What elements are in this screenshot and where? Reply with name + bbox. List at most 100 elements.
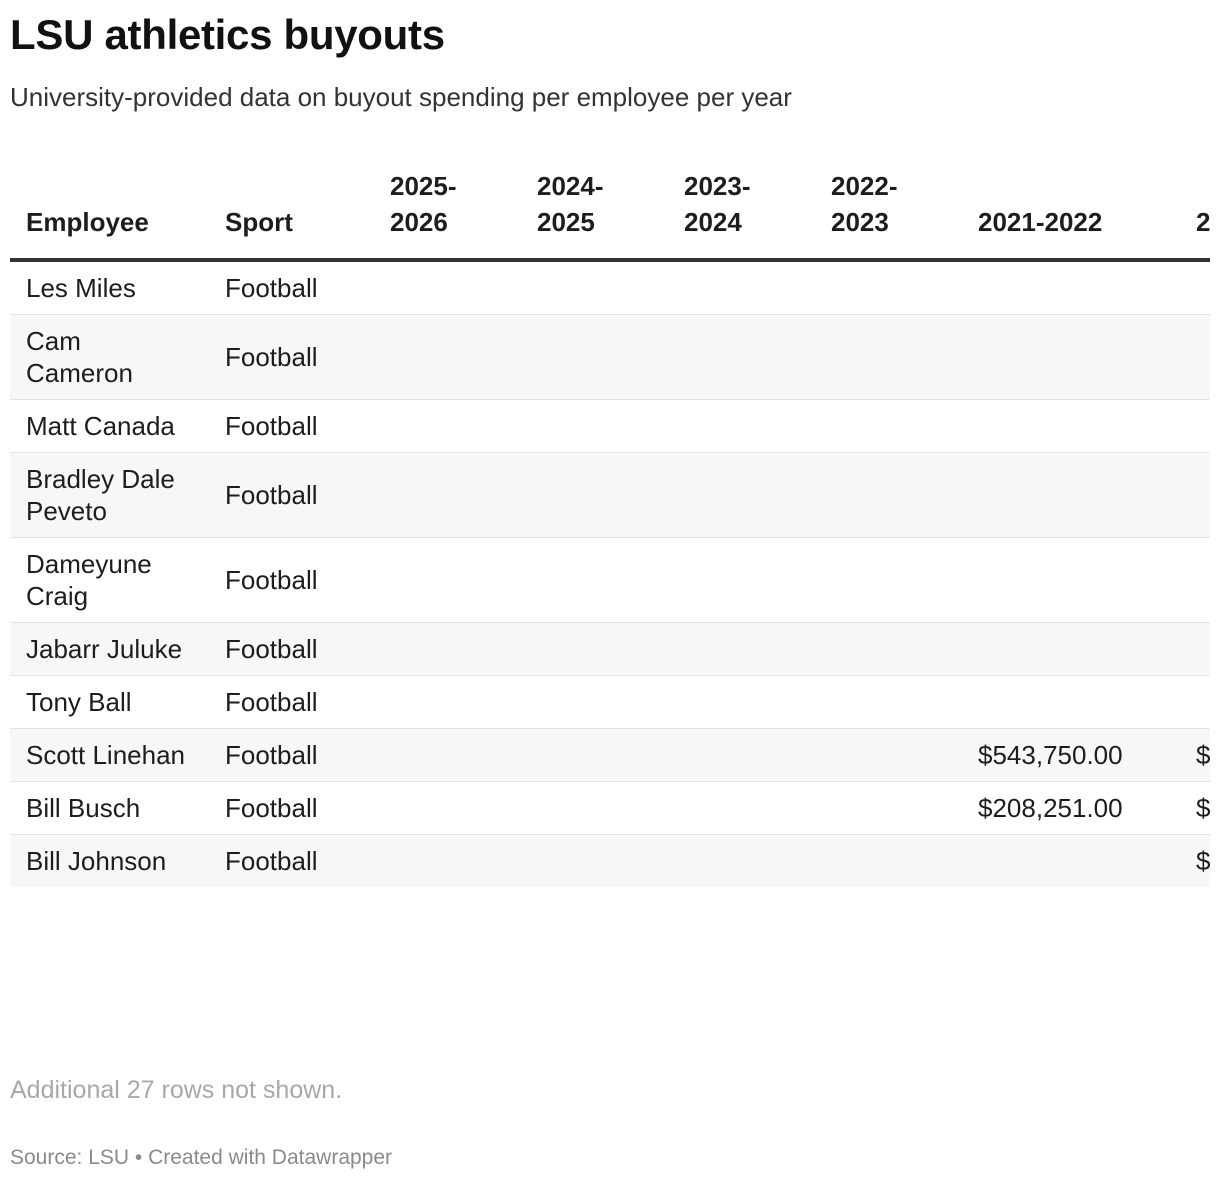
value-2020-2021 [1180,622,1210,676]
value-2025-2026 [374,260,521,315]
chart-subtitle: University-provided data on buyout spend… [10,82,792,112]
employee-cell: Les Miles [10,260,209,315]
value-2024-2025 [521,314,668,400]
col-header-employee[interactable]: Employee [10,160,209,262]
value-2024-2025 [521,781,668,835]
value-2023-2024 [668,834,815,887]
table-viewport[interactable]: Employee Sport 2025- 2026 2024- 2025 2023-… [10,160,1210,887]
value-2025-2026 [374,537,521,623]
value-2020-2021: $ [1180,728,1210,782]
value-2022-2023 [815,452,962,538]
col-header-2022-2023[interactable]: 2022- 2023 [815,160,962,262]
value-2023-2024 [668,728,815,782]
value-2023-2024 [668,399,815,453]
value-2024-2025 [521,834,668,887]
table-body: Les Miles Football Cam Cameron Football Matt… [10,260,1210,887]
source-footer: Source: LSU • Created with Datawrapper [10,1146,393,1169]
value-2020-2021 [1180,452,1210,538]
value-2022-2023 [815,260,962,315]
value-2022-2023 [815,781,962,835]
value-2025-2026 [374,314,521,400]
value-2024-2025 [521,260,668,315]
sport-cell: Football [209,834,374,887]
col-header-2023-2024[interactable]: 2023- 2024 [668,160,815,262]
value-2025-2026 [374,452,521,538]
table-row: Jabarr Juluke Football [10,622,1210,676]
value-2025-2026 [374,781,521,835]
sport-cell: Football [209,260,374,315]
value-2021-2022 [962,452,1180,538]
value-2023-2024 [668,537,815,623]
value-2020-2021: $ [1180,781,1210,835]
value-2022-2023 [815,622,962,676]
table-row: Bill Busch Football $208,251.00 $ [10,781,1210,835]
employee-cell: Bradley Dale Peveto [10,452,209,538]
value-2023-2024 [668,314,815,400]
employee-cell: Dameyune Craig [10,537,209,623]
header-row: Employee Sport 2025- 2026 2024- 2025 2023-… [10,160,1210,262]
employee-cell: Matt Canada [10,399,209,453]
value-2024-2025 [521,622,668,676]
value-2022-2023 [815,314,962,400]
col-header-2025-2026[interactable]: 2025- 2026 [374,160,521,262]
table-row: Bradley Dale Peveto Football [10,452,1210,538]
value-2021-2022 [962,537,1180,623]
employee-cell: Cam Cameron [10,314,209,400]
table-row: Scott Linehan Football $543,750.00 $ [10,728,1210,782]
value-2024-2025 [521,452,668,538]
value-2021-2022 [962,622,1180,676]
value-2024-2025 [521,675,668,729]
value-2024-2025 [521,728,668,782]
value-2025-2026 [374,399,521,453]
value-2023-2024 [668,260,815,315]
value-2022-2023 [815,728,962,782]
value-2024-2025 [521,537,668,623]
value-2020-2021 [1180,260,1210,315]
value-2023-2024 [668,675,815,729]
value-2022-2023 [815,537,962,623]
value-2025-2026 [374,834,521,887]
value-2025-2026 [374,728,521,782]
value-2023-2024 [668,622,815,676]
col-header-2020-2021-partial[interactable]: 2 [1180,160,1210,262]
value-2020-2021 [1180,537,1210,623]
value-2022-2023 [815,834,962,887]
value-2021-2022 [962,834,1180,887]
sport-cell: Football [209,452,374,538]
employee-cell: Bill Busch [10,781,209,835]
value-2020-2021 [1180,314,1210,400]
value-2021-2022: $208,251.00 [962,781,1180,835]
value-2021-2022 [962,675,1180,729]
value-2020-2021 [1180,399,1210,453]
value-2025-2026 [374,622,521,676]
rows-not-shown-note: Additional 27 rows not shown. [10,1076,343,1104]
col-header-2024-2025[interactable]: 2024- 2025 [521,160,668,262]
employee-cell: Tony Ball [10,675,209,729]
sport-cell: Football [209,314,374,400]
employee-cell: Bill Johnson [10,834,209,887]
col-header-sport[interactable]: Sport [209,160,374,262]
value-2020-2021: $ [1180,834,1210,887]
sport-cell: Football [209,622,374,676]
value-2021-2022 [962,314,1180,400]
sport-cell: Football [209,781,374,835]
sport-cell: Football [209,537,374,623]
col-header-2021-2022[interactable]: 2021-2022 [962,160,1180,262]
sport-cell: Football [209,728,374,782]
chart-container: LSU athletics buyouts University-provide… [10,0,1210,1169]
table-row: Cam Cameron Football [10,314,1210,400]
value-2023-2024 [668,452,815,538]
value-2021-2022 [962,399,1180,453]
value-2022-2023 [815,399,962,453]
sport-cell: Football [209,675,374,729]
chart-title: LSU athletics buyouts [10,11,445,58]
value-2021-2022: $543,750.00 [962,728,1180,782]
employee-cell: Scott Linehan [10,728,209,782]
value-2022-2023 [815,675,962,729]
table-row: Les Miles Football [10,260,1210,315]
table-row: Bill Johnson Football $ [10,834,1210,887]
table-row: Dameyune Craig Football [10,537,1210,623]
buyout-table: Employee Sport 2025- 2026 2024- 2025 2023-… [10,160,1210,887]
table-row: Tony Ball Football [10,675,1210,729]
value-2024-2025 [521,399,668,453]
